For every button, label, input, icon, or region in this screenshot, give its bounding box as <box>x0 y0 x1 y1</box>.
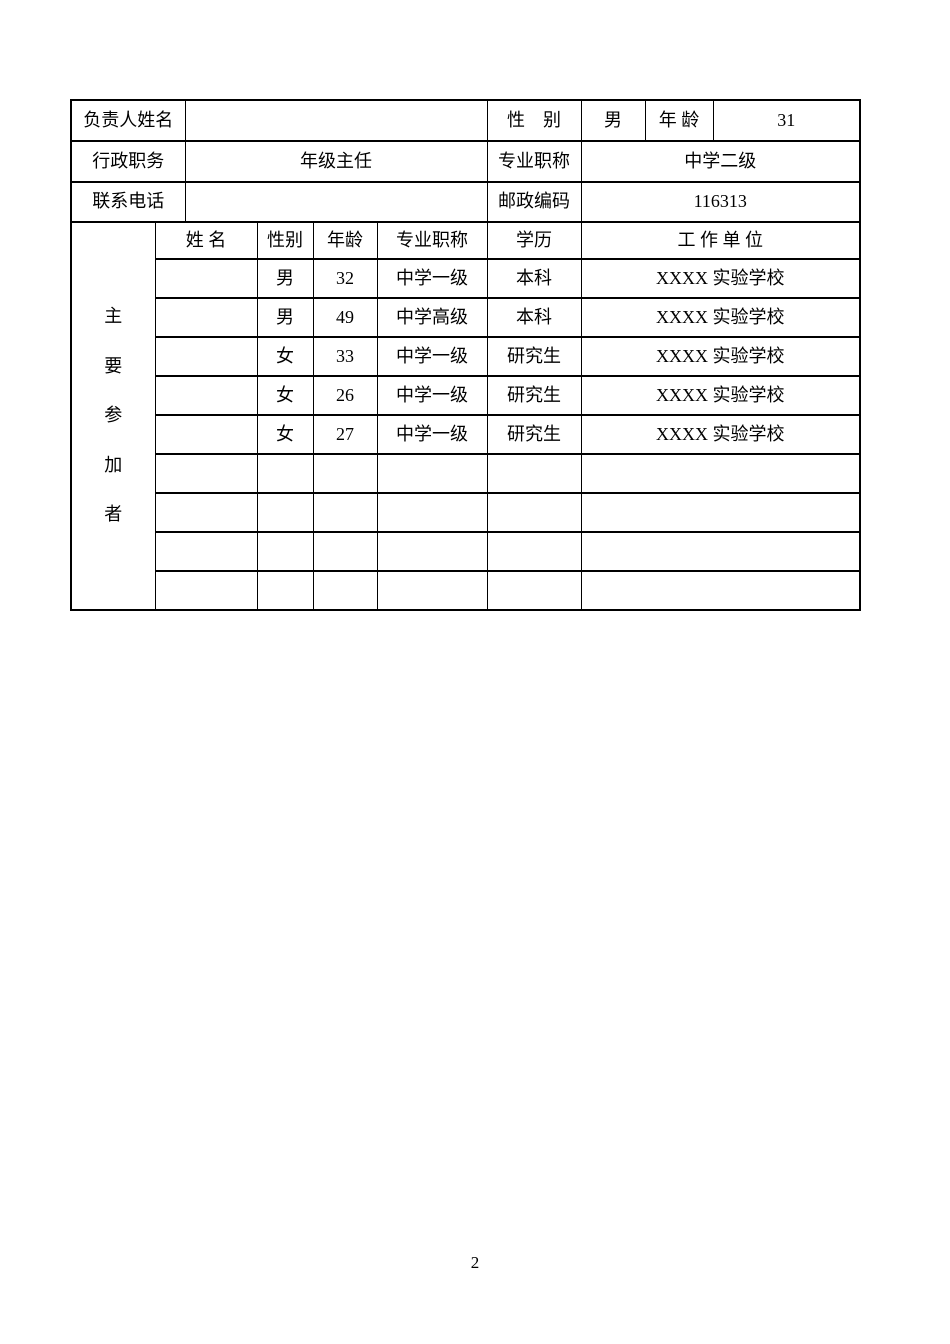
cell-workunit: XXXX 实验学校 <box>580 258 861 299</box>
col-header-gender: 性别 <box>256 221 314 260</box>
participant-row: 女 27 中学一级 研究生 XXXX 实验学校 <box>71 414 861 455</box>
cell-title: 中学高级 <box>376 297 488 338</box>
phone-row: 联系电话 邮政编码 116313 <box>70 181 861 223</box>
cell-age: 27 <box>312 414 378 455</box>
participant-row-empty <box>71 531 861 572</box>
page-number: 2 <box>470 1253 480 1272</box>
cell-degree <box>486 492 582 533</box>
cell-name <box>154 531 258 572</box>
leader-name-label: 负责人姓名 <box>70 99 186 142</box>
prof-title-label: 专业职称 <box>486 140 582 183</box>
cell-age: 33 <box>312 336 378 377</box>
cell-name <box>154 336 258 377</box>
col-header-age: 年龄 <box>312 221 378 260</box>
admin-post-row: 行政职务 年级主任 专业职称 中学二级 <box>70 140 861 183</box>
admin-post-value: 年级主任 <box>184 140 488 183</box>
participant-row-empty <box>71 453 861 494</box>
gender-label: 性 别 <box>486 99 582 142</box>
cell-age: 26 <box>312 375 378 416</box>
cell-age <box>312 570 378 611</box>
side-label-char: 主 <box>104 306 123 327</box>
cell-workunit <box>580 531 861 572</box>
participant-row: 女 26 中学一级 研究生 XXXX 实验学校 <box>71 375 861 416</box>
cell-degree: 研究生 <box>486 336 582 377</box>
side-label-char: 者 <box>104 504 123 525</box>
cell-name <box>154 453 258 494</box>
cell-gender: 女 <box>256 375 314 416</box>
cell-name <box>154 570 258 611</box>
side-label-char: 加 <box>104 454 123 475</box>
participant-row-empty <box>71 570 861 611</box>
side-label-char: 要 <box>104 355 123 376</box>
gender-value: 男 <box>580 99 646 142</box>
side-label-char: 参 <box>104 405 123 426</box>
cell-title: 中学一级 <box>376 375 488 416</box>
cell-workunit: XXXX 实验学校 <box>580 297 861 338</box>
cell-title: 中学一级 <box>376 414 488 455</box>
cell-title: 中学一级 <box>376 336 488 377</box>
col-header-workunit: 工 作 单 位 <box>580 221 861 260</box>
cell-title <box>376 570 488 611</box>
participant-row: 男 49 中学高级 本科 XXXX 实验学校 <box>71 297 861 338</box>
cell-degree: 本科 <box>486 297 582 338</box>
cell-workunit <box>580 570 861 611</box>
cell-gender: 女 <box>256 414 314 455</box>
cell-name <box>154 414 258 455</box>
prof-title-value: 中学二级 <box>580 140 861 183</box>
cell-gender <box>256 492 314 533</box>
postcode-label: 邮政编码 <box>486 181 582 223</box>
cell-workunit: XXXX 实验学校 <box>580 375 861 416</box>
participants-side-cell: 主 要 参 加 者 <box>70 221 156 611</box>
cell-age: 32 <box>312 258 378 299</box>
cell-gender <box>256 531 314 572</box>
postcode-value: 116313 <box>580 181 861 223</box>
cell-degree: 研究生 <box>486 375 582 416</box>
age-value: 31 <box>712 99 861 142</box>
cell-degree: 本科 <box>486 258 582 299</box>
cell-title <box>376 453 488 494</box>
cell-gender: 男 <box>256 258 314 299</box>
participant-row: 男 32 中学一级 本科 XXXX 实验学校 <box>71 258 861 299</box>
cell-title: 中学一级 <box>376 258 488 299</box>
cell-name <box>154 297 258 338</box>
participant-row: 女 33 中学一级 研究生 XXXX 实验学校 <box>71 336 861 377</box>
cell-workunit: XXXX 实验学校 <box>580 414 861 455</box>
leader-name-value <box>184 99 488 142</box>
cell-workunit <box>580 453 861 494</box>
participant-row-empty <box>71 492 861 533</box>
cell-age <box>312 453 378 494</box>
cell-title <box>376 531 488 572</box>
cell-name <box>154 258 258 299</box>
cell-gender <box>256 570 314 611</box>
cell-degree: 研究生 <box>486 414 582 455</box>
cell-title <box>376 492 488 533</box>
cell-degree <box>486 453 582 494</box>
col-header-name: 姓 名 <box>154 221 258 260</box>
participants-header-row: 主 要 参 加 者 姓 名 性别 年龄 专业职称 学历 工 作 单 位 <box>70 221 861 611</box>
cell-workunit <box>580 492 861 533</box>
col-header-title: 专业职称 <box>376 221 488 260</box>
cell-gender: 男 <box>256 297 314 338</box>
cell-gender: 女 <box>256 336 314 377</box>
cell-age: 49 <box>312 297 378 338</box>
phone-label: 联系电话 <box>70 181 186 223</box>
cell-gender <box>256 453 314 494</box>
cell-degree <box>486 531 582 572</box>
cell-age <box>312 492 378 533</box>
leader-row: 负责人姓名 性 别 男 年 龄 31 <box>70 99 861 142</box>
phone-value <box>184 181 488 223</box>
age-label: 年 龄 <box>644 99 714 142</box>
participants-side-label: 主 要 参 加 者 <box>72 306 154 526</box>
cell-name <box>154 375 258 416</box>
cell-degree <box>486 570 582 611</box>
col-header-degree: 学历 <box>486 221 582 260</box>
personnel-form-table: 负责人姓名 性 别 男 年 龄 31 行政职务 年级主任 专业职称 中学二级 联… <box>70 99 861 611</box>
cell-workunit: XXXX 实验学校 <box>580 336 861 377</box>
admin-post-label: 行政职务 <box>70 140 186 183</box>
cell-name <box>154 492 258 533</box>
cell-age <box>312 531 378 572</box>
